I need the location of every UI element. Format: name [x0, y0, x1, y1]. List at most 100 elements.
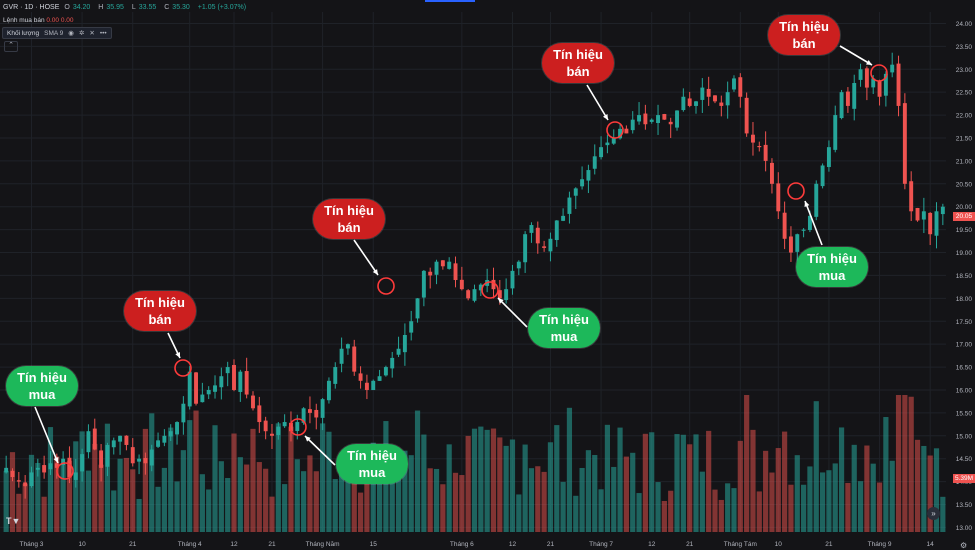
volume-bar [712, 489, 718, 532]
volume-bar [338, 465, 345, 532]
sell-signal-label: Tín hiệu bán [768, 15, 840, 55]
candle-body [307, 409, 312, 413]
candle-body [871, 78, 876, 88]
y-tick-label: 18.00 [956, 296, 973, 303]
volume-bar [111, 490, 117, 532]
candle-body [883, 73, 888, 96]
candle-body [16, 480, 21, 482]
candle-body [542, 246, 547, 248]
candle-body [852, 83, 857, 109]
volume-legend[interactable]: Khối lượng SMA 9 ◉ ✲ ✕ ••• [2, 27, 112, 39]
candle-body [10, 470, 15, 478]
candle-body [630, 119, 635, 131]
candle-body [301, 408, 306, 423]
ohlc-legend: GVR · 1D · HOSE O 34.20 H 35.95 L 33.55 C 35… [3, 4, 249, 11]
volume-bar [883, 417, 889, 532]
volume-bar [149, 413, 155, 532]
volume-bar [560, 481, 566, 532]
candle-body [586, 170, 591, 181]
candle-body [909, 181, 914, 212]
close-icon[interactable]: ✕ [89, 30, 95, 37]
candle-body [371, 380, 376, 391]
candle-body [289, 422, 293, 432]
more-icon[interactable]: ••• [99, 29, 107, 37]
candle-body [333, 367, 338, 384]
candle-body [637, 115, 642, 122]
signal-label-line: bán [337, 220, 361, 235]
y-tick-label: 17.50 [956, 319, 973, 326]
volume-bar [642, 433, 648, 532]
order-legend: Lệnh mua bán 0.00 0.00 [3, 17, 74, 24]
volume-bar [547, 442, 554, 532]
symbol-title[interactable]: GVR · 1D · HOSE [3, 4, 60, 11]
scroll-right-button[interactable]: » [927, 507, 940, 520]
candle-body [675, 110, 679, 128]
active-tab-indicator [425, 0, 475, 2]
settings-gear-icon[interactable]: ⚙ [960, 541, 968, 550]
candle-body [624, 128, 629, 134]
volume-bar [832, 463, 838, 532]
volume-bar [788, 484, 794, 532]
candle-body [732, 78, 736, 90]
volume-bar [497, 437, 503, 532]
volume-bar [3, 470, 9, 532]
volume-bar [326, 431, 332, 532]
volume-bar [826, 470, 832, 532]
signal-arrows [34, 45, 873, 466]
y-tick-label: 16.50 [956, 365, 973, 372]
volume-bar [807, 466, 813, 532]
open-value: 34.20 [72, 4, 91, 11]
candle-body [573, 188, 578, 196]
candle-body [434, 261, 439, 275]
x-tick-label: 21 [825, 541, 833, 548]
volume-bar [693, 434, 699, 532]
tradingview-logo-icon[interactable]: T▼ [6, 516, 21, 526]
high-value: 35.95 [106, 4, 124, 11]
volume-bar [876, 482, 883, 532]
candle-body [358, 373, 363, 381]
candle-body [782, 212, 787, 239]
candle-body [643, 113, 648, 125]
candle-body [73, 472, 78, 480]
order-label[interactable]: Lệnh mua bán [3, 17, 45, 24]
close-label: C [164, 4, 170, 11]
signal-label-line: Tín hiệu [553, 47, 603, 62]
volume-bar [674, 434, 680, 532]
candle-body [187, 371, 192, 407]
y-tick-label: 23.00 [956, 67, 973, 74]
y-tick-label: 22.50 [956, 90, 973, 97]
volume-bar [902, 395, 908, 532]
volume-bar [16, 493, 22, 532]
volume-bar [763, 450, 769, 532]
price-candles [4, 52, 945, 499]
signal-arrow-line [586, 84, 609, 121]
signal-circle [377, 277, 395, 295]
signal-circle [174, 359, 192, 377]
volume-bar [921, 445, 927, 532]
candle-body [554, 220, 559, 241]
candle-body [807, 215, 812, 231]
gear-icon[interactable]: ✲ [78, 30, 85, 37]
y-tick-label: 19.00 [956, 250, 973, 257]
volume-bar [452, 472, 459, 532]
volume-bar [402, 450, 408, 532]
eye-icon[interactable]: ◉ [68, 30, 74, 37]
candle-body [48, 463, 53, 470]
volume-bar [187, 420, 193, 532]
candle-body [137, 458, 142, 462]
y-tick-label: 20.00 [956, 204, 973, 211]
volume-bar [933, 448, 940, 532]
candle-body [580, 179, 585, 187]
volume-bar [9, 452, 16, 532]
candle-body [257, 405, 262, 423]
signal-arrow-line [839, 45, 873, 66]
volume-bar [484, 429, 490, 532]
signal-arrow-line [497, 297, 528, 328]
collapse-legend-button[interactable]: ⌃ [4, 41, 18, 52]
high-label: H [98, 4, 104, 11]
buy-signal-label: Tín hiệu mua [6, 366, 78, 406]
volume-bar [598, 489, 604, 532]
volume-bar [130, 469, 136, 532]
low-label: L [131, 4, 136, 11]
candle-body [687, 98, 692, 106]
